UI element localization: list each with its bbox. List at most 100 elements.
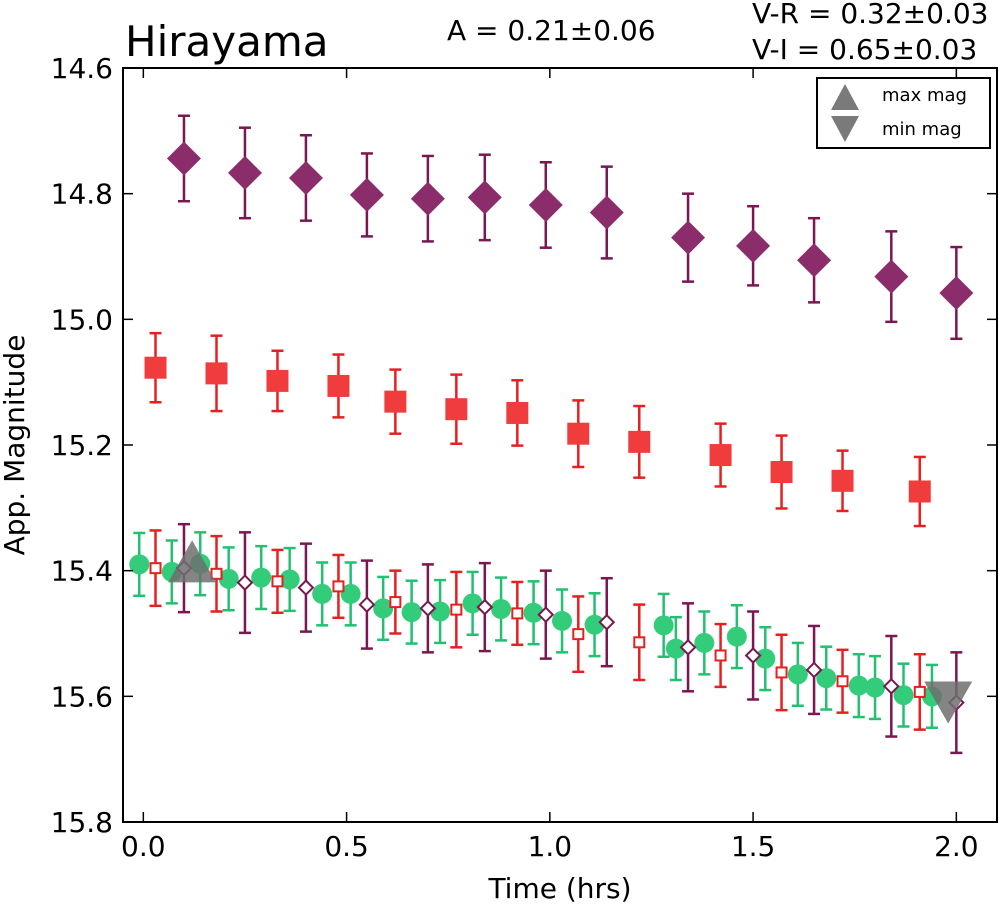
data-point — [528, 187, 563, 222]
series-0 — [166, 114, 974, 341]
data-point — [467, 180, 502, 215]
data-point — [744, 647, 762, 664]
data-point — [511, 607, 524, 620]
axis-ticks: 0.0 0.5 1.0 1.5 2.0 14.6 14.8 15.0 15.2 15.4 15.6 1… — [51, 52, 997, 863]
data-point — [797, 243, 832, 278]
data-point — [816, 668, 837, 689]
chart-title: Hirayama — [125, 17, 329, 66]
data-point — [882, 677, 900, 695]
series-6 — [924, 681, 973, 724]
max-mag-marker — [168, 540, 217, 583]
data-point — [144, 356, 167, 379]
data-point — [205, 362, 228, 385]
data-point — [476, 598, 494, 616]
data-point — [939, 275, 974, 310]
data-point — [726, 626, 747, 647]
data-point — [736, 228, 771, 263]
vr-color-annotation: V-R = 0.32±0.03 — [752, 0, 988, 30]
data-point — [384, 390, 407, 413]
series-5 — [168, 540, 217, 583]
data-point — [340, 583, 361, 604]
plot-marks — [129, 114, 974, 755]
x-axis-label: Time (hrs) — [487, 872, 631, 904]
data-point — [714, 649, 727, 662]
y-tick-label: 15.8 — [51, 806, 113, 839]
legend: max mag min mag — [816, 77, 991, 149]
data-point — [227, 155, 262, 190]
data-point — [288, 160, 323, 195]
data-point — [589, 195, 624, 230]
series-3 — [149, 529, 926, 731]
x-tick-label: 2.0 — [934, 830, 979, 863]
data-point — [908, 480, 931, 503]
data-point — [149, 562, 162, 575]
data-point — [709, 444, 732, 467]
data-point — [271, 575, 284, 588]
y-tick-label: 15.6 — [51, 680, 113, 713]
data-point — [166, 141, 201, 176]
data-point — [401, 602, 422, 623]
data-point — [787, 664, 808, 685]
x-tick-label: 1.0 — [528, 830, 573, 863]
x-tick-label: 1.5 — [731, 830, 776, 863]
data-point — [236, 574, 254, 592]
amplitude-annotation: A = 0.21±0.06 — [447, 14, 656, 47]
data-point — [218, 568, 239, 589]
data-point — [430, 601, 451, 622]
legend-min-mag-label: min mag — [882, 119, 962, 140]
data-point — [598, 613, 616, 631]
data-point — [671, 220, 706, 255]
data-point — [755, 648, 776, 669]
data-point — [893, 685, 914, 706]
data-point — [665, 638, 686, 659]
data-point — [389, 596, 402, 609]
data-point — [633, 636, 646, 649]
data-point — [358, 596, 376, 614]
series-2 — [129, 531, 942, 729]
data-point — [445, 398, 468, 421]
data-point — [506, 401, 529, 424]
legend-max-mag-marker — [831, 84, 859, 110]
data-point — [297, 579, 315, 597]
data-point — [523, 602, 544, 623]
data-point — [419, 599, 437, 617]
series-1 — [144, 331, 931, 528]
data-point — [694, 632, 715, 653]
data-point — [537, 606, 555, 624]
legend-min-mag-marker — [831, 116, 859, 142]
data-point — [312, 583, 333, 604]
legend-max-mag-label: max mag — [882, 85, 967, 106]
y-axis-label: App. Magnitude — [0, 335, 31, 556]
data-point — [266, 369, 289, 392]
data-point — [628, 430, 651, 453]
data-point — [572, 628, 585, 641]
y-tick-label: 14.8 — [51, 178, 113, 211]
data-point — [552, 610, 573, 631]
min-mag-marker — [924, 681, 973, 724]
data-point — [129, 554, 150, 575]
data-point — [805, 661, 823, 679]
data-point — [462, 593, 483, 614]
data-point — [913, 685, 926, 698]
data-point — [279, 569, 300, 590]
data-point — [210, 567, 223, 580]
data-point — [874, 259, 909, 294]
y-tick-label: 15.0 — [51, 303, 113, 336]
data-point — [373, 598, 394, 619]
data-point — [410, 181, 445, 216]
data-point — [848, 675, 869, 696]
x-tick-label: 0.0 — [121, 830, 166, 863]
data-point — [770, 461, 793, 484]
data-point — [332, 580, 345, 593]
x-tick-label: 0.5 — [324, 830, 369, 863]
data-point — [653, 615, 674, 636]
data-point — [836, 675, 849, 688]
data-point — [831, 469, 854, 492]
vi-color-annotation: V-I = 0.65±0.03 — [752, 33, 977, 66]
data-point — [491, 598, 512, 619]
data-point — [679, 638, 697, 656]
data-point — [775, 666, 788, 679]
data-point — [450, 603, 463, 616]
